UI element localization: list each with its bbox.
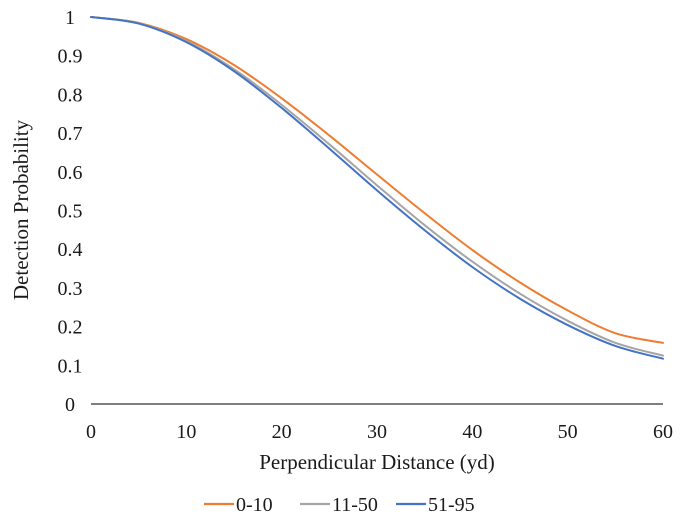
x-axis-title: Perpendicular Distance (yd): [259, 450, 495, 474]
y-tick-label: 0.1: [58, 355, 83, 377]
y-tick-label: 0: [65, 394, 75, 416]
series-lines: [90, 16, 664, 360]
series-line-11-50: [90, 16, 664, 357]
y-tick-label: 1: [65, 7, 75, 29]
y-tick-label: 0.4: [58, 239, 83, 261]
series-line-0-10: [90, 16, 664, 344]
y-tick-label: 0.6: [58, 162, 83, 184]
y-tick-label: 0.7: [58, 123, 83, 145]
x-tick-label: 50: [558, 421, 578, 443]
legend-label-0-10: 0-10: [236, 494, 273, 516]
x-tick-labels: 0 10 20 30 40 50 60: [86, 421, 673, 443]
y-tick-label: 0.9: [58, 46, 83, 68]
y-axis-title: Detection Probability: [9, 119, 33, 300]
y-tick-label: 0.8: [58, 84, 83, 106]
x-tick-label: 60: [653, 421, 673, 443]
x-tick-label: 10: [176, 421, 196, 443]
y-tick-label: 0.3: [58, 278, 83, 300]
y-tick-label: 0.2: [58, 317, 83, 339]
legend-label-51-95: 51-95: [428, 494, 475, 516]
legend-label-11-50: 11-50: [332, 494, 378, 516]
x-tick-label: 20: [272, 421, 292, 443]
legend: 0-10 11-50 51-95: [204, 494, 475, 516]
series-line-51-95: [90, 16, 664, 360]
x-tick-label: 0: [86, 421, 96, 443]
y-tick-label: 0.5: [58, 201, 83, 223]
y-tick-labels: 0 0.1 0.2 0.3 0.4 0.5 0.6 0.7 0.8 0.9 1: [58, 7, 83, 416]
x-tick-label: 30: [367, 421, 387, 443]
x-tick-label: 40: [462, 421, 482, 443]
